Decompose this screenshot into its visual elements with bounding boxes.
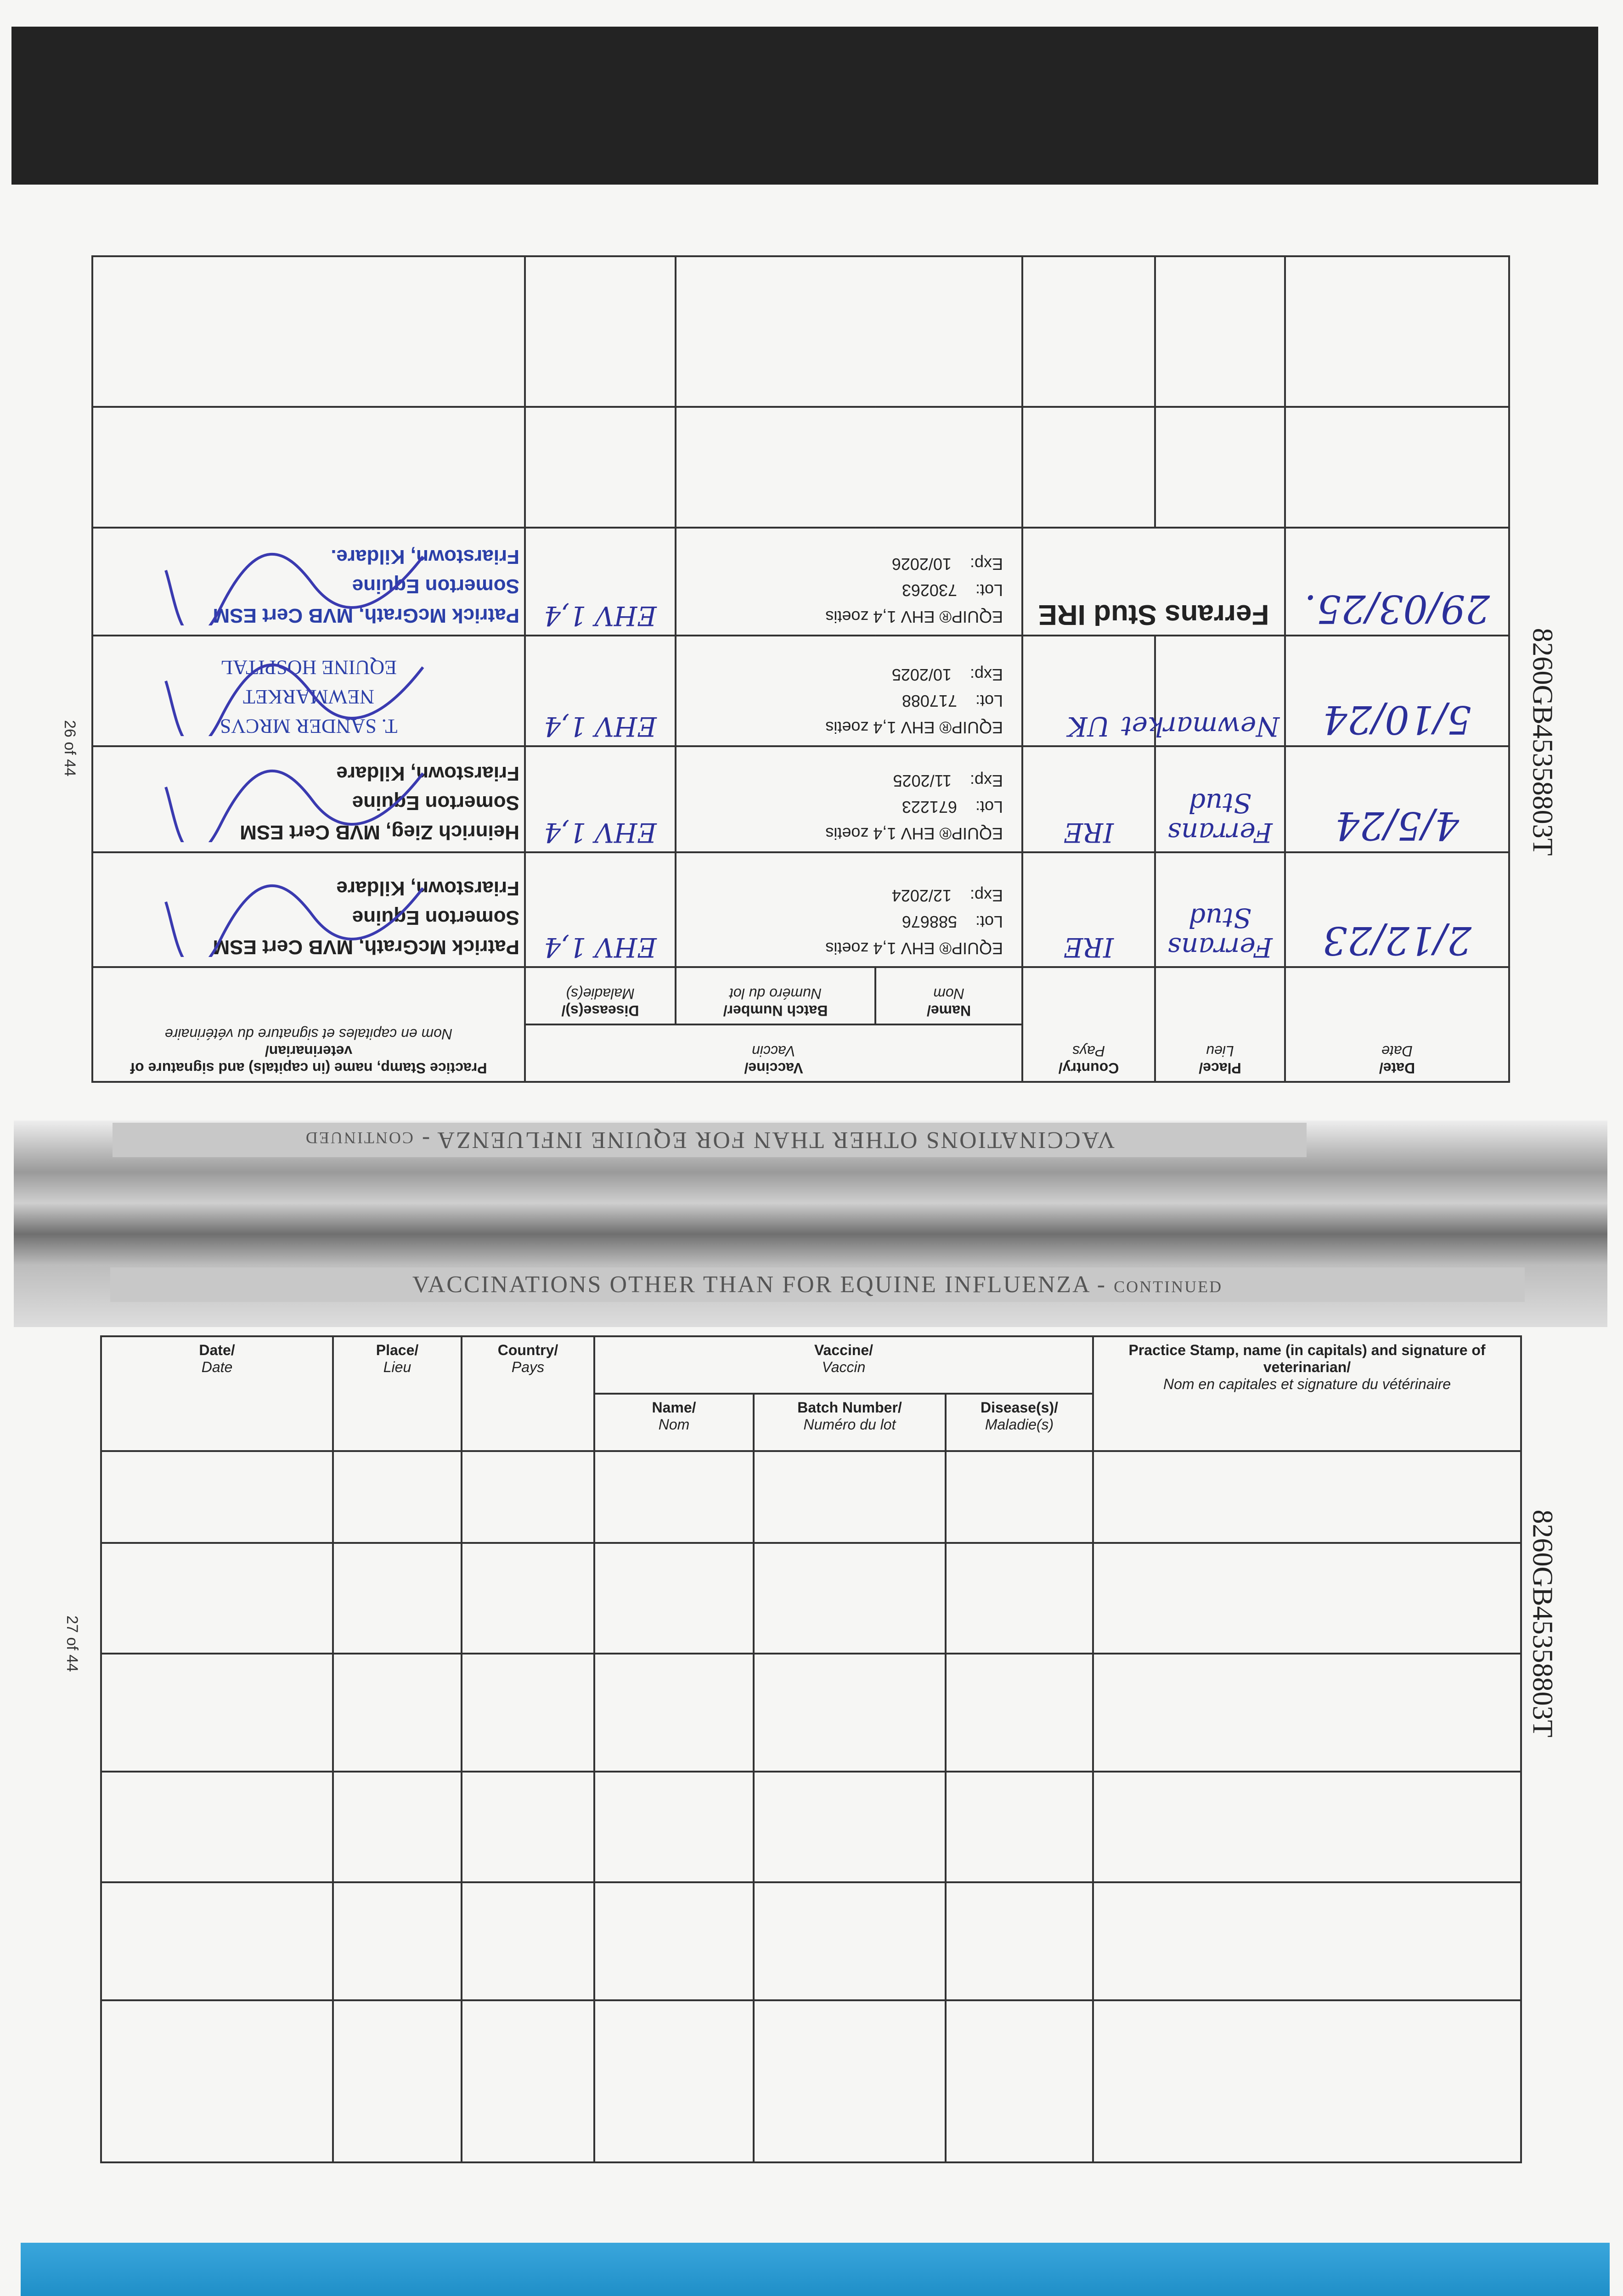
vaccine-name: EQUIP® EHV 1,4 zoetis	[825, 608, 1003, 626]
vaccine-cell: EQUIP® EHV 1,4 zoetis Lot: 588676 Exp: 1…	[676, 852, 1023, 967]
place-cell: Ferrans Stud	[1155, 746, 1285, 852]
header-batch: Batch Number/Numéro du lot	[753, 1393, 947, 1452]
page-number: 27 of 44	[63, 1615, 81, 1672]
date-cell: 2/12/23	[1285, 852, 1510, 967]
header-vaccine: Vaccine/Vaccin	[593, 1335, 1094, 1395]
section-title: VACCINATIONS OTHER THAN FOR EQUINE INFLU…	[437, 1127, 1115, 1153]
table-row-empty	[100, 1450, 1522, 1544]
table-row-empty	[100, 1999, 1522, 2163]
date-cell: 5/10/24	[1285, 636, 1510, 746]
header-name: Name/Nom	[593, 1393, 755, 1452]
scan-bottom-bar	[21, 2243, 1610, 2296]
place-cell: Ferrans Stud	[1155, 852, 1285, 967]
disease-cell: EHV 1,4	[525, 852, 676, 967]
table-row-empty	[100, 1542, 1522, 1654]
section-suffix: CONTINUED	[1114, 1277, 1223, 1296]
section-title-upside-down: VACCINATIONS OTHER THAN FOR EQUINE INFLU…	[113, 1123, 1307, 1157]
lot-number: 717088	[902, 692, 957, 711]
expiry-date: 10/2025	[891, 665, 952, 684]
place-stamp: Ferrans Stud IRE	[1022, 528, 1285, 636]
table-row: 4/5/24 Ferrans Stud IRE EQUIP® EHV 1,4 zo…	[92, 746, 1510, 852]
disease-cell: EHV 1,4	[525, 528, 676, 636]
country-cell: IRE	[1022, 852, 1155, 967]
vaccine-name: EQUIP® EHV 1,4 zoetis	[825, 939, 1003, 958]
vaccine-name: EQUIP® EHV 1,4 zoetis	[825, 718, 1003, 737]
signature	[164, 663, 424, 736]
header-stamp: Practice Stamp, name (in capitals) and s…	[92, 967, 525, 1082]
table-header-row: Date/Date Place/Lieu Country/Pays Vaccin…	[100, 1335, 1522, 1452]
table-subheader-row: Name/Nom Batch Number/Numéro du lot Dise…	[101, 1393, 1521, 1452]
vet-stamp: Heinrich Zieg, MVB Cert ESM Somerton Equi…	[92, 746, 525, 852]
header-name: Name/Nom	[875, 967, 1023, 1024]
signature	[164, 769, 424, 842]
lot-number: 730263	[902, 581, 957, 600]
table-row-empty	[100, 1771, 1522, 1883]
table-row: 5/10/24 Newmarket UK EQUIP® EHV 1,4 zoeti…	[92, 636, 1510, 746]
table-row: 29/03/25. Ferrans Stud IRE EQUIP® EHV 1,…	[92, 528, 1510, 636]
date-cell: 4/5/24	[1285, 746, 1510, 852]
header-country: Country/Pays	[1022, 967, 1155, 1082]
header-country: Country/Pays	[461, 1335, 595, 1452]
header-vaccine: Vaccine/Vaccin	[525, 1024, 1023, 1082]
vaccine-cell: EQUIP® EHV 1,4 zoetis Lot: 717088 Exp: 1…	[676, 636, 1023, 746]
section-suffix: CONTINUED	[304, 1129, 413, 1147]
scan-top-bar	[11, 27, 1598, 185]
header-place: Place/Lieu	[1155, 967, 1285, 1082]
serial-number: 8260GB45358803T	[1527, 1509, 1558, 1738]
vet-stamp: T. SANDER MRCVS NEWMARKET EQUINE HOSPITAL	[92, 636, 525, 746]
table-row-empty	[100, 1881, 1522, 2001]
serial-number: 8260GB45358803T	[1527, 628, 1558, 856]
header-disease: Disease(s)/Maladie(s)	[525, 967, 676, 1024]
header-disease: Disease(s)/Maladie(s)	[944, 1393, 1094, 1452]
header-batch: Batch Number/Numéro du lot	[676, 967, 876, 1024]
disease-cell: EHV 1,4	[525, 746, 676, 852]
vet-stamp: Patrick McGrath, MVB Cert ESM Somerton Eq…	[92, 852, 525, 967]
table-row-empty	[92, 256, 1510, 407]
table-row-empty	[92, 407, 1510, 528]
disease-cell: EHV 1,4	[525, 636, 676, 746]
section-title: VACCINATIONS OTHER THAN FOR EQUINE INFLU…	[412, 1272, 1090, 1298]
vaccination-table-page-27: Date/Date Place/Lieu Country/Pays Vaccin…	[100, 1335, 1522, 2163]
signature	[164, 884, 424, 957]
vaccine-cell: EQUIP® EHV 1,4 zoetis Lot: 730263 Exp: 1…	[676, 528, 1023, 636]
expiry-date: 12/2024	[891, 886, 952, 905]
vaccine-name: EQUIP® EHV 1,4 zoetis	[825, 824, 1003, 843]
header-date: Date/Date	[1285, 967, 1510, 1082]
table-row: 2/12/23 Ferrans Stud IRE EQUIP® EHV 1,4 z…	[92, 852, 1510, 967]
lot-number: 671223	[902, 798, 957, 817]
signature	[164, 552, 424, 625]
header-stamp: Practice Stamp, name (in capitals) and s…	[1092, 1335, 1522, 1452]
lot-number: 588676	[902, 912, 957, 932]
vaccination-table-page-26: Date/Date Place/Lieu Country/Pays Vaccin…	[91, 255, 1510, 1083]
table-row-empty	[100, 1653, 1522, 1773]
header-place: Place/Lieu	[332, 1335, 462, 1452]
country-cell: IRE	[1022, 746, 1155, 852]
place-cell: Newmarket	[1121, 636, 1285, 746]
vaccine-cell: EQUIP® EHV 1,4 zoetis Lot: 671223 Exp: 1…	[676, 746, 1023, 852]
page-number: 26 of 44	[61, 720, 79, 777]
expiry-date: 11/2025	[893, 771, 952, 790]
date-cell: 29/03/25.	[1285, 528, 1510, 636]
vet-stamp: Patrick McGrath, MVB Cert ESM Somerton Eq…	[92, 528, 525, 636]
section-title-bar: VACCINATIONS OTHER THAN FOR EQUINE INFLU…	[110, 1267, 1525, 1302]
header-date: Date/Date	[100, 1335, 334, 1452]
expiry-date: 10/2026	[891, 554, 952, 574]
table-header-row: Date/Date Place/Lieu Country/Pays Vaccin…	[92, 967, 1510, 1082]
